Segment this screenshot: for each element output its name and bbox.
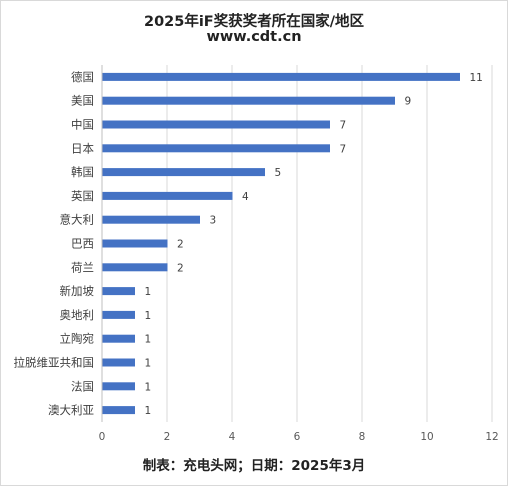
bar	[102, 358, 135, 367]
bar	[102, 239, 168, 248]
bar	[102, 310, 135, 319]
category-label: 英国	[71, 189, 94, 203]
data-label: 7	[340, 143, 347, 155]
data-label: 1	[145, 310, 152, 322]
data-label: 11	[470, 72, 483, 84]
category-label: 荷兰	[71, 260, 94, 274]
bar	[102, 263, 168, 272]
x-tick-label: 4	[229, 431, 236, 443]
bar	[102, 72, 460, 81]
data-label: 5	[275, 167, 282, 179]
category-label: 日本	[71, 141, 94, 155]
bar	[102, 191, 233, 200]
data-label: 9	[405, 96, 412, 108]
category-label: 立陶宛	[60, 332, 95, 346]
chart-title: 2025年iF奖获奖者所在国家/地区	[143, 14, 365, 30]
bar	[102, 120, 330, 129]
bar	[102, 96, 395, 105]
x-tick-label: 2	[164, 431, 171, 443]
data-label: 1	[145, 334, 152, 346]
category-label: 澳大利亚	[48, 403, 94, 417]
chart-footer: 制表：充电头网；日期：2025年3月	[142, 458, 366, 474]
bar	[102, 215, 200, 224]
x-tick-label: 6	[294, 431, 301, 443]
data-label: 7	[340, 120, 347, 132]
bar	[102, 287, 135, 296]
category-label: 奥地利	[60, 308, 95, 322]
data-label: 2	[177, 239, 184, 251]
category-label: 新加坡	[60, 284, 95, 298]
data-label: 1	[145, 358, 152, 370]
category-label: 法国	[71, 379, 94, 393]
data-label: 3	[210, 215, 217, 227]
category-labels: 德国美国中国日本韩国英国意大利巴西荷兰新加坡奥地利立陶宛拉脱维亚共和国法国澳大利…	[14, 70, 95, 417]
x-tick-label: 8	[359, 431, 366, 443]
bar	[102, 406, 135, 415]
category-label: 中国	[71, 118, 94, 132]
bar	[102, 168, 265, 177]
x-tick-label: 0	[99, 431, 106, 443]
category-label: 拉脱维亚共和国	[14, 356, 95, 370]
data-label: 1	[145, 381, 152, 393]
bar	[102, 382, 135, 391]
bar	[102, 144, 330, 153]
x-axis-ticks: 0 2 4 6 8 10 12	[99, 431, 499, 443]
bar	[102, 334, 135, 343]
category-label: 美国	[71, 94, 94, 108]
category-label: 德国	[71, 70, 94, 84]
category-label: 巴西	[71, 237, 94, 251]
x-tick-label: 10	[420, 431, 433, 443]
bars	[102, 72, 460, 415]
category-label: 意大利	[60, 213, 95, 227]
x-tick-label: 12	[485, 431, 498, 443]
data-label: 2	[177, 262, 184, 274]
data-label: 4	[242, 191, 249, 203]
chart-subtitle: www.cdt.cn	[206, 29, 302, 45]
category-label: 韩国	[71, 165, 94, 179]
data-label: 1	[145, 405, 152, 417]
data-label: 1	[145, 286, 152, 298]
